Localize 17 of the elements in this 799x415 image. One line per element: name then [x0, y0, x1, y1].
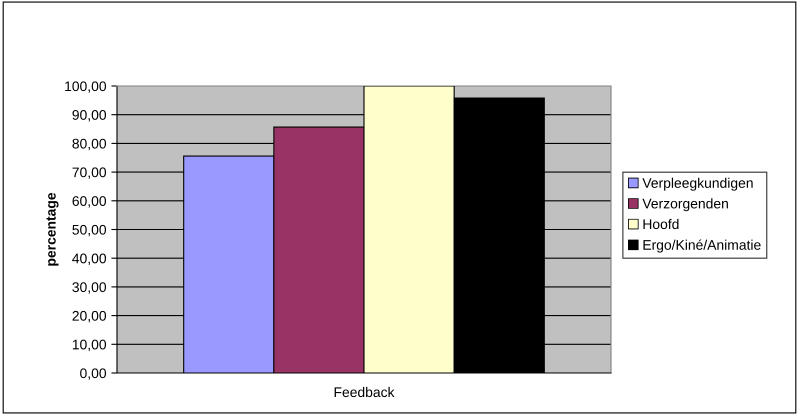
y-axis-title: percentage: [46, 192, 59, 266]
legend-label: Hoofd: [643, 218, 678, 230]
y-tick-label: 50,00: [72, 224, 106, 236]
y-tick-label: 10,00: [72, 340, 106, 352]
x-tick-label: Feedback: [334, 386, 395, 398]
y-tick-label: 90,00: [72, 110, 106, 122]
legend-label: Verzorgenden: [642, 198, 728, 212]
y-tick-label: 70,00: [72, 167, 106, 179]
y-tick-label: 40,00: [72, 254, 106, 266]
y-tick-label: 30,00: [72, 282, 106, 294]
y-tick-label: 0,00: [80, 368, 106, 380]
y-tick-label: 100,00: [65, 81, 106, 93]
y-tick-label: 20,00: [72, 310, 106, 322]
y-tick-label: 60,00: [72, 196, 106, 208]
legend-label: Verpleegkundigen: [642, 178, 753, 191]
legend-label: Ergo/Kiné/Animatie: [643, 239, 761, 253]
y-tick-label: 80,00: [72, 138, 106, 150]
